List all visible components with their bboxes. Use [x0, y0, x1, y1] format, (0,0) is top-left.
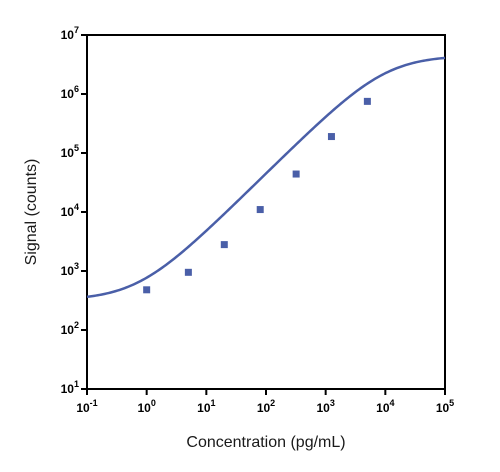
x-tick-exponent: 1: [211, 398, 216, 408]
y-tick-label: 105: [61, 143, 79, 160]
x-axis-ticks: 10-1 100 101 102 103 104 105: [76, 389, 454, 415]
data-point: [220, 241, 228, 249]
y-tick-base: 10: [61, 264, 75, 278]
x-tick-label: 10-1: [76, 398, 97, 415]
x-tick-label: 101: [197, 398, 215, 415]
y-tick-exponent: 3: [74, 261, 79, 271]
y-tick-exponent: 6: [74, 84, 79, 94]
y-tick-label: 107: [61, 25, 79, 42]
plot-frame: [86, 34, 446, 390]
x-tick-base: 10: [316, 401, 330, 415]
y-tick-label: 104: [61, 202, 79, 219]
data-point: [256, 206, 264, 214]
x-tick-label: 102: [257, 398, 275, 415]
x-tick-label: 105: [436, 398, 454, 415]
y-tick-label: 101: [61, 379, 79, 396]
y-tick-base: 10: [61, 28, 75, 42]
y-tick-base: 10: [61, 87, 75, 101]
x-tick-exponent: 4: [390, 398, 395, 408]
data-point: [184, 268, 192, 276]
x-tick-exponent: 0: [151, 398, 156, 408]
x-tick-exponent: 5: [449, 398, 454, 408]
y-tick-base: 10: [61, 323, 75, 337]
x-tick-label: 104: [376, 398, 394, 415]
x-tick-label: 100: [137, 398, 155, 415]
x-tick-base: 10: [257, 401, 271, 415]
x-tick-base: 10: [76, 401, 90, 415]
x-tick-exponent: 2: [270, 398, 275, 408]
y-axis-title: Signal (counts): [23, 159, 40, 266]
y-tick-base: 10: [61, 146, 75, 160]
x-tick-exponent: 3: [330, 398, 335, 408]
x-tick-base: 10: [197, 401, 211, 415]
y-tick-exponent: 5: [74, 143, 79, 153]
data-point: [363, 97, 371, 105]
data-point: [143, 286, 151, 294]
x-tick-base: 10: [436, 401, 450, 415]
data-point: [327, 133, 335, 141]
x-tick-base: 10: [376, 401, 390, 415]
y-tick-exponent: 4: [74, 202, 79, 212]
y-tick-label: 102: [61, 320, 79, 337]
x-axis-title: Concentration (pg/mL): [186, 434, 345, 451]
x-tick-base: 10: [137, 401, 151, 415]
fit-curve-layer: [86, 56, 446, 299]
y-tick-exponent: 1: [74, 379, 79, 389]
y-tick-base: 10: [61, 205, 75, 219]
y-tick-label: 106: [61, 84, 79, 101]
x-tick-label: 103: [316, 398, 334, 415]
x-tick-exponent: -1: [90, 398, 98, 408]
data-point: [292, 170, 300, 178]
fit-curve: [86, 56, 446, 299]
y-tick-base: 10: [61, 382, 75, 396]
data-points-layer: [143, 97, 371, 294]
y-tick-exponent: 7: [74, 25, 79, 35]
y-tick-label: 103: [61, 261, 79, 278]
y-tick-exponent: 2: [74, 320, 79, 330]
